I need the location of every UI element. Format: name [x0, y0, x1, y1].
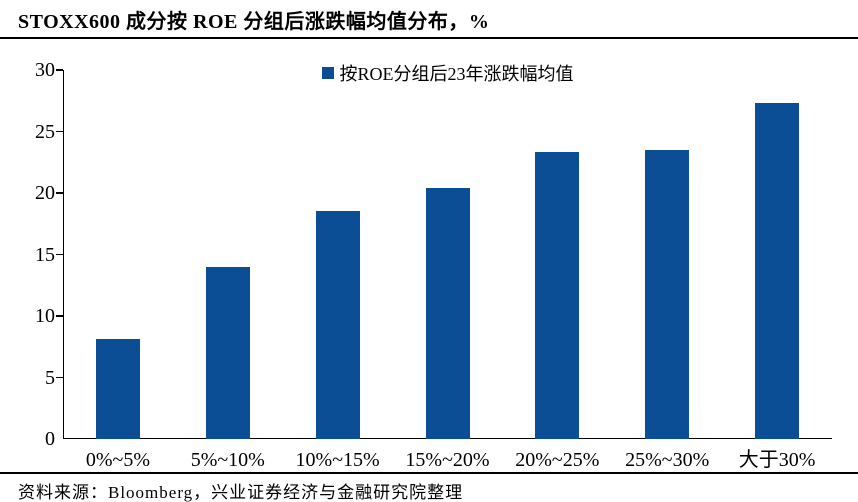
y-tick-label: 25: [35, 120, 55, 143]
x-tick-label: 10%~15%: [295, 449, 380, 471]
x-tick-label: 25%~30%: [625, 449, 710, 471]
x-tick-label: 20%~25%: [515, 449, 600, 471]
y-tick-mark: [56, 376, 63, 379]
footer-divider: [0, 472, 858, 474]
legend-label: 按ROE分组后23年涨跌幅均值: [339, 64, 574, 84]
y-tick-label: 5: [45, 366, 55, 389]
y-tick-mark: [56, 192, 63, 194]
y-tick-mark: [56, 315, 63, 317]
x-tick-label: 大于30%: [738, 449, 816, 471]
bar-大于30%: [755, 103, 800, 439]
x-tick-label: 0%~5%: [85, 449, 150, 471]
y-tick-label: 20: [35, 182, 55, 204]
source-note: 资料来源：Bloomberg，兴业证券经济与金融研究院整理: [18, 483, 464, 502]
y-tick-mark: [56, 253, 63, 256]
chart-title: STOXX600 成分按 ROE 分组后涨跌幅均值分布，%: [18, 11, 490, 33]
bar-5%~10%: [205, 266, 250, 439]
chart-legend: 按ROE分组后23年涨跌幅均值: [63, 60, 832, 86]
y-tick-mark: [56, 69, 63, 71]
x-tick-label: 5%~10%: [190, 449, 265, 471]
legend-swatch-icon: [321, 67, 334, 79]
x-tick-label: 15%~20%: [405, 449, 490, 471]
bar-25%~30%: [645, 149, 690, 439]
bar-20%~25%: [535, 152, 580, 439]
y-tick-label: 30: [35, 59, 55, 81]
y-tick-label: 10: [35, 305, 55, 327]
title-divider: [0, 37, 858, 39]
y-tick-label: 0: [45, 428, 55, 450]
y-tick-label: 15: [35, 243, 55, 266]
y-tick-mark: [56, 130, 63, 133]
bar-10%~15%: [315, 211, 360, 439]
bar-0%~5%: [95, 339, 140, 439]
bar-15%~20%: [425, 188, 470, 439]
